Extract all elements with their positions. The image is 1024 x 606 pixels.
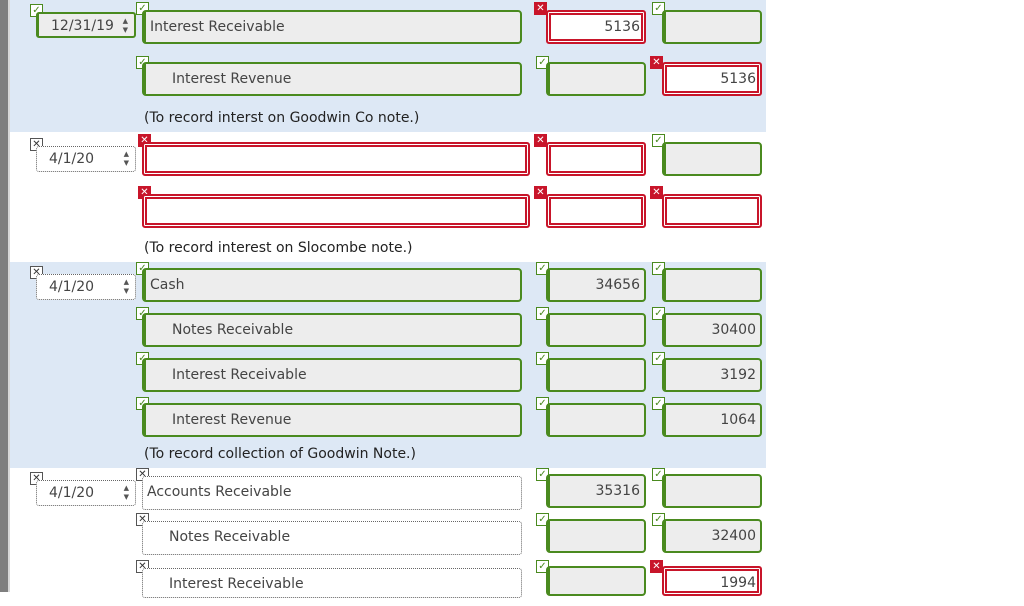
account-value: Interest Receivable: [172, 367, 307, 383]
check-mark-icon: ✓: [652, 134, 665, 147]
credit-field[interactable]: 1064: [662, 403, 762, 437]
credit-value: 5136: [720, 71, 756, 87]
account-value: Notes Receivable: [172, 322, 294, 338]
account-field[interactable]: Accounts Receivable: [142, 476, 522, 510]
date-value: 4/1/20: [49, 485, 95, 501]
entry-row: ✓ 12/31/19 ▲ ▼ ✓ Interest Receivable ✕ 51…: [10, 0, 766, 46]
entry-row: ✕ ✕ ✕: [10, 184, 766, 230]
credit-field[interactable]: 3192: [662, 358, 762, 392]
journal-entries: ✓ 12/31/19 ▲ ▼ ✓ Interest Receivable ✕ 51…: [10, 0, 770, 598]
entry-row: ✕ 4/1/20 ▲ ▼ ✕ ✕ ✓: [10, 132, 766, 178]
up-down-spinner-icon: ▲ ▼: [123, 278, 129, 295]
left-edge-bar: [0, 0, 10, 592]
debit-value: 34656: [595, 277, 640, 293]
debit-field[interactable]: [546, 142, 646, 176]
entry-memo: (To record collection of Goodwin Note.): [144, 446, 416, 462]
x-mark-icon: ✕: [534, 134, 547, 147]
account-value: Interest Receivable: [150, 19, 285, 35]
date-select[interactable]: 4/1/20 ▲ ▼: [36, 274, 136, 300]
date-select[interactable]: 12/31/19 ▲ ▼: [36, 12, 136, 38]
entry-row: ✓ Interest Receivable ✓ ✓ 3192: [10, 352, 766, 398]
entry-row: ✕ Interest Receivable ✓ ✕ 1994: [10, 560, 766, 606]
credit-value: 1064: [720, 412, 756, 428]
entry-row: ✓ Notes Receivable ✓ ✓ 30400: [10, 307, 766, 353]
date-select[interactable]: 4/1/20 ▲ ▼: [36, 480, 136, 506]
account-field[interactable]: Interest Receivable: [142, 358, 522, 392]
x-mark-icon: ✕: [650, 56, 663, 69]
x-mark-icon: ✕: [650, 186, 663, 199]
date-value: 12/31/19: [51, 18, 114, 34]
debit-value: 35316: [595, 483, 640, 499]
account-value: Interest Revenue: [172, 412, 292, 428]
up-down-spinner-icon: ▲ ▼: [123, 484, 129, 501]
journal-entry-3: ✕ 4/1/20 ▲▼ ✓ Cash ✓ 34656 ✓ ✓ Notes Rec…: [10, 262, 766, 468]
entry-row: ✕ Notes Receivable ✓ ✓ 32400: [10, 513, 766, 559]
debit-field[interactable]: [546, 313, 646, 347]
x-mark-icon: ✕: [534, 186, 547, 199]
credit-value: 32400: [711, 528, 756, 544]
credit-field[interactable]: [662, 10, 762, 44]
account-field[interactable]: Notes Receivable: [142, 313, 522, 347]
credit-field[interactable]: 5136: [662, 62, 762, 96]
credit-field[interactable]: 32400: [662, 519, 762, 553]
account-field[interactable]: Cash: [142, 268, 522, 302]
account-field[interactable]: Interest Revenue: [142, 403, 522, 437]
check-mark-icon: ✓: [652, 2, 665, 15]
debit-field[interactable]: [546, 358, 646, 392]
account-field[interactable]: [142, 194, 530, 228]
check-mark-icon: ✓: [652, 352, 665, 365]
credit-value: 1994: [720, 575, 756, 591]
check-mark-icon: ✓: [536, 397, 549, 410]
journal-entry-4: ✕ 4/1/20 ▲ ▼ ✕ Accounts Receivable ✓ 3531…: [10, 468, 766, 598]
debit-field[interactable]: 34656: [546, 268, 646, 302]
credit-field[interactable]: 30400: [662, 313, 762, 347]
account-field[interactable]: Interest Receivable: [142, 568, 522, 598]
account-value: Cash: [150, 277, 185, 293]
journal-entry-2: ✕ 4/1/20 ▲ ▼ ✕ ✕ ✓ ✕ ✕ ✕ (To record inter…: [10, 132, 766, 262]
credit-field[interactable]: [662, 194, 762, 228]
credit-field[interactable]: [662, 474, 762, 508]
credit-field[interactable]: [662, 142, 762, 176]
date-value: 4/1/20: [49, 151, 95, 167]
entry-row: ✓ Interest Revenue ✓ ✕ 5136: [10, 54, 766, 100]
account-field[interactable]: Interest Revenue: [142, 62, 522, 96]
x-mark-icon: ✕: [534, 2, 547, 15]
debit-value: 5136: [604, 19, 640, 35]
entry-memo: (To record interest on Slocombe note.): [144, 240, 413, 256]
date-select[interactable]: 4/1/20 ▲ ▼: [36, 146, 136, 172]
up-down-spinner-icon: ▲ ▼: [123, 150, 129, 167]
credit-field[interactable]: [662, 268, 762, 302]
debit-field[interactable]: [546, 62, 646, 96]
entry-memo: (To record interst on Goodwin Co note.): [144, 110, 420, 126]
account-value: Interest Receivable: [169, 576, 304, 592]
entry-row: ✓ Interest Revenue ✓ ✓ 1064: [10, 397, 766, 443]
date-value: 4/1/20: [49, 279, 95, 295]
debit-field[interactable]: 35316: [546, 474, 646, 508]
account-value: Notes Receivable: [169, 529, 291, 545]
debit-field[interactable]: [546, 403, 646, 437]
journal-entry-1: ✓ 12/31/19 ▲ ▼ ✓ Interest Receivable ✕ 51…: [10, 0, 766, 132]
account-field[interactable]: Notes Receivable: [142, 521, 522, 555]
account-field[interactable]: [142, 142, 530, 176]
account-value: Interest Revenue: [172, 71, 292, 87]
debit-field[interactable]: [546, 194, 646, 228]
credit-value: 30400: [711, 322, 756, 338]
account-field[interactable]: Interest Receivable: [142, 10, 522, 44]
credit-value: 3192: [720, 367, 756, 383]
debit-field[interactable]: 5136: [546, 10, 646, 44]
entry-row: ✕ 4/1/20 ▲ ▼ ✕ Accounts Receivable ✓ 3531…: [10, 468, 766, 514]
entry-row: ✕ 4/1/20 ▲▼ ✓ Cash ✓ 34656 ✓: [10, 262, 766, 308]
debit-field[interactable]: [546, 519, 646, 553]
up-down-spinner-icon: ▲ ▼: [122, 17, 128, 34]
account-value: Accounts Receivable: [147, 484, 292, 500]
